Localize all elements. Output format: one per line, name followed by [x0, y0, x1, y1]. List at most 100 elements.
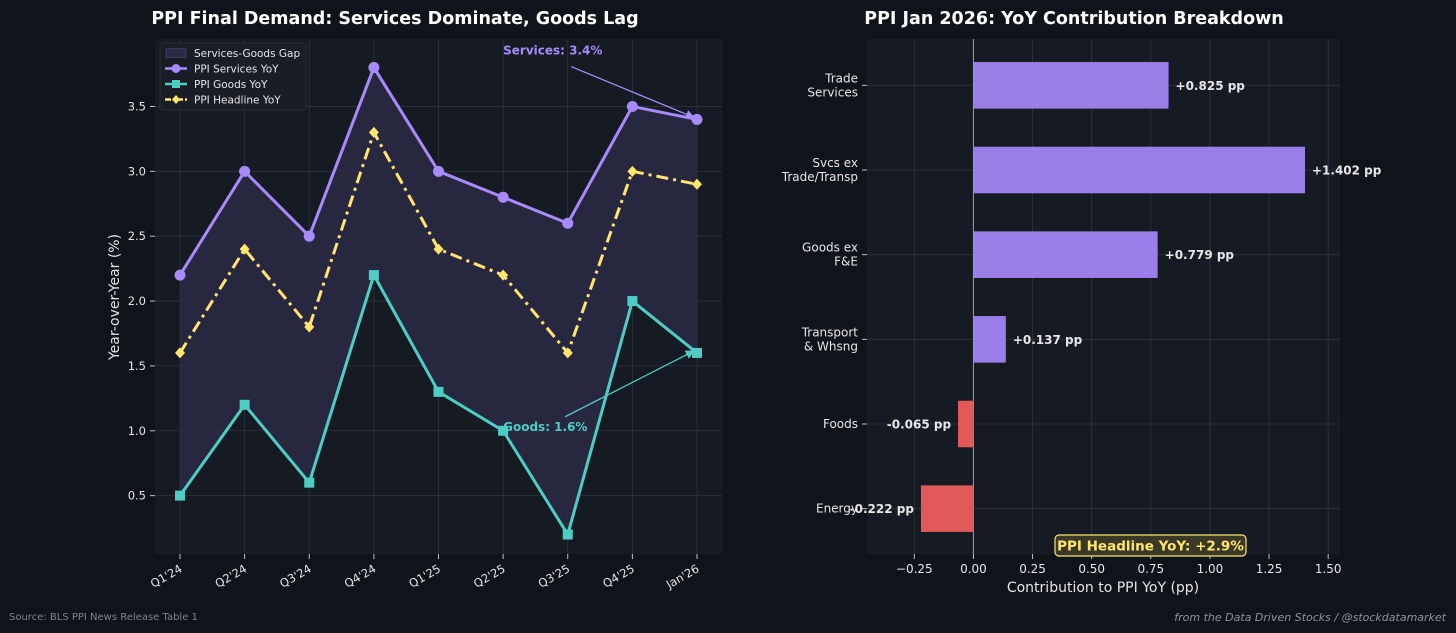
line-chart-markers — [174, 62, 703, 540]
goods-point — [239, 399, 250, 410]
line-chart-x-tick-label: Q3'24 — [277, 561, 314, 590]
goods-point — [175, 490, 185, 501]
bar-chart-x-tick-label: 0.75 — [1137, 562, 1164, 576]
legend-item: Services-Goods Gap — [165, 48, 300, 60]
contribution-bar — [973, 316, 1006, 363]
bar-chart-value-labels: +0.825 pp +1.402 pp +0.779 pp +0.137 pp -0.0… — [850, 79, 1382, 516]
line-chart-x-tick-label: Q1'25 — [406, 561, 443, 590]
bar-chart-x-tick-label: 0.50 — [1078, 562, 1105, 576]
contribution-value-label: +0.137 pp — [1013, 333, 1083, 347]
bar-chart-category-label: Foods — [823, 417, 858, 431]
contribution-bar — [973, 231, 1158, 278]
bar-chart-plot-area — [867, 39, 1340, 554]
goods-point — [304, 477, 315, 488]
bar-chart-category-label-line: Svcs ex — [812, 156, 858, 170]
bar-chart-category-label-line: F&E — [834, 255, 858, 269]
bar-chart-x-tick-label: 1.00 — [1197, 562, 1224, 576]
bar-chart-category-label: Goods ex F&E — [802, 241, 858, 269]
legend-item: PPI Services YoY — [165, 64, 279, 76]
line-chart-y-tick-label: 0.5 — [128, 489, 146, 503]
headline-point — [239, 243, 250, 255]
bar-chart-grid — [867, 39, 1340, 554]
headline-point — [368, 126, 379, 138]
headline-point — [175, 347, 185, 359]
legend-label: Services-Goods Gap — [194, 48, 300, 60]
bar-chart-category-label-line: Energy — [816, 502, 858, 516]
services-point — [239, 165, 251, 177]
headline-callout: PPI Headline YoY: +2.9% — [1054, 534, 1247, 557]
headline-point — [433, 243, 444, 255]
line-chart-annotations: Services: 3.4% Goods: 1.6% — [503, 44, 695, 434]
bar-chart-x-tick-label: 1.50 — [1315, 562, 1342, 576]
line-chart-y-tick-label: 3.0 — [128, 164, 146, 178]
line-chart-x-ticks: Q1'24 Q2'24 Q3'24 Q4'24 Q1'25 Q2'25 Q3'25 Q4'25… — [148, 554, 702, 592]
bar-chart-category-labels: Trade Services Svcs ex Trade/Transp Goods ex… — [781, 71, 867, 516]
bar-chart-category-label: Energy — [816, 502, 858, 516]
line-chart-y-tick-label: 2.5 — [128, 229, 146, 243]
bar-chart-category-label-line: Transport — [801, 325, 859, 339]
bar-chart-category-label-line: Foods — [823, 417, 858, 431]
line-chart-title: PPI Final Demand: Services Dominate, Goo… — [151, 9, 638, 29]
legend-swatch-marker — [172, 95, 180, 104]
contribution-value-label: +0.825 pp — [1176, 79, 1246, 93]
contribution-value-label: +0.779 pp — [1165, 248, 1235, 262]
legend-label: PPI Goods YoY — [194, 79, 268, 91]
line-chart-x-tick-label: Jan'26 — [663, 561, 702, 591]
goods-point — [368, 270, 379, 281]
line-chart-x-tick-label: Q2'24 — [213, 561, 250, 590]
line-chart-y-tick-label: 1.5 — [128, 359, 146, 373]
legend-item: PPI Goods YoY — [165, 79, 268, 91]
goods-point — [692, 347, 702, 358]
services-point — [433, 165, 444, 177]
bar-chart-category-label-line: Trade/Transp — [781, 170, 858, 184]
line-chart-x-tick-label: Q1'24 — [148, 561, 185, 590]
legend-box — [159, 42, 307, 111]
bar-chart-x-tick-label: 0.25 — [1019, 562, 1046, 576]
bar-chart-x-tick-label: 1.25 — [1256, 562, 1283, 576]
bar-chart-x-ticks: −0.25 0.00 0.25 0.50 0.75 1.00 1.25 1.50 — [896, 554, 1342, 576]
bar-chart-category-label-line: & Whsng — [804, 339, 858, 353]
bar-chart-x-tick-label: −0.25 — [896, 562, 933, 576]
legend-swatch-marker — [171, 64, 181, 73]
services-point — [174, 269, 186, 281]
line-chart-y-axis-label: Year-over-Year (%) — [107, 234, 123, 361]
services-goods-gap-area — [180, 67, 697, 535]
bar-chart-category-label-line: Goods ex — [802, 241, 858, 255]
headline-point — [498, 269, 509, 281]
bar-chart-category-label: Trade Services — [807, 71, 858, 99]
credit-note: from the Data Driven Stocks / @stockdata… — [1174, 611, 1446, 624]
legend-item: PPI Headline YoY — [165, 95, 281, 107]
line-chart-y-tick-label: 1.0 — [128, 424, 146, 438]
line-chart: 0.5 1.0 1.5 2.0 2.5 3.0 3.5 Q1'24 Q2'24 Q3'24 Q4'… — [107, 9, 722, 592]
headline-point — [304, 321, 315, 333]
headline-callout-text: PPI Headline YoY: +2.9% — [1057, 539, 1244, 555]
bar-chart-category-label: Transport & Whsng — [801, 325, 859, 353]
services-point — [497, 191, 509, 203]
bar-chart: +0.825 pp +1.402 pp +0.779 pp +0.137 pp -0.0… — [781, 9, 1382, 596]
goods-point — [433, 386, 444, 397]
line-chart-x-tick-label: Q2'25 — [471, 561, 508, 590]
contribution-bar — [920, 485, 974, 532]
line-chart-y-ticks: 0.5 1.0 1.5 2.0 2.5 3.0 3.5 — [128, 99, 155, 503]
goods-point — [498, 425, 509, 436]
services-point — [562, 217, 574, 229]
line-chart-x-tick-label: Q3'25 — [536, 561, 573, 590]
services-point — [368, 62, 380, 74]
contribution-value-label: -0.065 pp — [887, 418, 952, 432]
services-point — [691, 113, 703, 125]
bar-chart-bars — [920, 62, 1305, 532]
bar-chart-title: PPI Jan 2026: YoY Contribution Breakdown — [864, 9, 1283, 29]
line-chart-legend: Services-Goods Gap PPI Services YoY PPI Go… — [159, 42, 307, 111]
source-note: Source: BLS PPI News Release Table 1 — [9, 612, 198, 623]
services-goods-gap-fill — [180, 67, 697, 535]
headline-callout-box — [1054, 534, 1247, 557]
bar-chart-x-tick-label: 0.00 — [960, 562, 987, 576]
contribution-bar — [973, 62, 1169, 109]
bar-chart-category-label-line: Services — [807, 85, 858, 99]
legend-swatch — [165, 48, 187, 58]
bar-chart-x-axis-label: Contribution to PPI YoY (pp) — [1007, 580, 1199, 596]
services-point — [303, 230, 315, 242]
goods-point — [562, 529, 573, 540]
line-chart-x-tick-label: Q4'25 — [600, 561, 637, 590]
headline-point — [692, 178, 702, 190]
